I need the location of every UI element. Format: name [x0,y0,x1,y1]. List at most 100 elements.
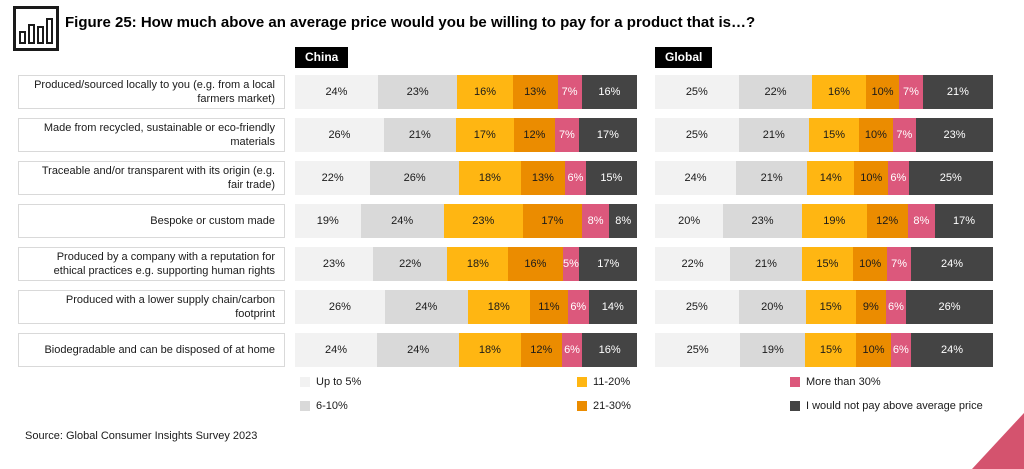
bar-segment: 25% [655,333,741,367]
bar-segment: 26% [295,118,384,152]
bar-segment: 25% [908,161,993,195]
bar-segment: 16% [508,247,563,281]
bar-segment: 15% [805,333,857,367]
legend-item: 11-20% [577,376,630,388]
bar-segment: 19% [295,204,361,238]
bar-segment: 19% [801,204,867,238]
row-label: Bespoke or custom made [18,204,285,238]
bar-segment: 13% [520,161,566,195]
row-label: Traceable and/or transparent with its or… [18,161,285,195]
legend-label: More than 30% [806,376,881,388]
bar-segment: 16% [581,75,637,109]
bar-segment: 8% [581,204,610,238]
legend-swatch [790,401,800,411]
global-bar-row: 22% 21% 15% 10% 7% 24% [655,247,994,281]
bar-segment: 21% [738,118,809,152]
bar-segment: 16% [582,333,637,367]
bar-segment: 9% [855,290,886,324]
bar-segment: 12% [866,204,908,238]
bar-segment: 19% [740,333,806,367]
bar-segment: 18% [447,247,509,281]
row-label: Produced with a lower supply chain/carbo… [18,290,285,324]
legend-item: 21-30% [577,400,631,412]
china-bar-row: 22% 26% 18% 13% 6% 15% [295,161,637,195]
legend-label: 6-10% [316,400,348,412]
global-bar-row: 25% 21% 15% 10% 7% 23% [655,118,993,152]
group-header-global: Global [655,47,713,68]
bar-segment: 6% [890,333,912,367]
bar-segment: 26% [370,161,460,195]
bar-segment: 24% [384,290,468,324]
legend-item: 6-10% [300,400,348,412]
bar-segment: 12% [513,118,555,152]
bar-segment: 26% [906,290,994,324]
bar-segment: 24% [911,247,994,281]
bar-segment: 20% [655,204,724,238]
bar-segment: 21% [736,161,808,195]
bar-segment: 6% [565,161,586,195]
global-bar-row: 20% 23% 19% 12% 8% 17% [655,204,994,238]
row-label: Produced by a company with a reputation … [18,247,285,281]
bar-segment: 24% [295,333,378,367]
bar-segment: 15% [585,161,637,195]
bar-segment: 7% [899,75,923,109]
legend-swatch [790,377,800,387]
bar-segment: 7% [554,118,579,152]
bar-segment: 6% [561,333,583,367]
bar-segment: 22% [372,247,448,281]
row-label: Made from recycled, sustainable or eco-f… [18,118,285,152]
bar-segment: 15% [801,247,854,281]
bar-chart-icon [13,6,59,51]
bar-segment: 23% [443,204,523,238]
bar-segment: 7% [892,118,917,152]
row-label: Produced/sourced locally to you (e.g. fr… [18,75,285,109]
bar-segment: 17% [523,204,582,238]
bar-segment: 18% [467,290,530,324]
bar-segment: 8% [609,204,638,238]
bar-segment: 17% [455,118,514,152]
bar-segment: 10% [853,247,888,281]
china-bar-row: 24% 23% 16% 13% 7% 16% [295,75,637,109]
bar-segment: 24% [377,333,460,367]
china-bar-row: 26% 21% 17% 12% 7% 17% [295,118,637,152]
bar-segment: 22% [295,161,371,195]
bar-chart-icon-bar [28,24,35,44]
bar-segment: 5% [562,247,580,281]
source-note: Source: Global Consumer Insights Survey … [25,430,258,442]
bar-segment: 26% [295,290,385,324]
bar-segment: 25% [655,290,739,324]
legend-swatch [300,401,310,411]
legend-swatch [577,377,587,387]
bar-segment: 24% [911,333,994,367]
bar-segment: 23% [723,204,802,238]
global-bar-row: 25% 20% 15% 9% 6% 26% [655,290,994,324]
legend-swatch [577,401,587,411]
legend-swatch [300,377,310,387]
bar-segment: 8% [907,204,935,238]
bar-segment: 18% [459,161,521,195]
bar-segment: 23% [295,247,373,281]
legend-label: Up to 5% [316,376,362,388]
bar-segment: 10% [865,75,900,109]
legend-label: I would not pay above average price [806,400,983,412]
bar-segment: 25% [655,118,739,152]
bar-segment: 18% [459,333,521,367]
global-bar-row: 25% 19% 15% 10% 6% 24% [655,333,994,367]
global-bar-row: 24% 21% 14% 10% 6% 25% [655,161,993,195]
bar-segment: 21% [922,75,993,109]
bar-segment: 24% [655,161,737,195]
bar-segment: 14% [807,161,855,195]
china-bar-row: 19% 24% 23% 17% 8% 8% [295,204,638,238]
bar-segment: 24% [295,75,378,109]
group-header-china: China [295,47,349,68]
bar-segment: 11% [529,290,568,324]
china-bar-row: 26% 24% 18% 11% 6% 14% [295,290,637,324]
bar-chart-icon-bar [19,31,26,44]
bar-segment: 10% [856,333,891,367]
bar-segment: 21% [383,118,456,152]
bar-segment: 25% [655,75,739,109]
bar-segment: 16% [812,75,866,109]
page-title: Figure 25: How much above an average pri… [65,14,756,31]
bar-segment: 16% [457,75,513,109]
